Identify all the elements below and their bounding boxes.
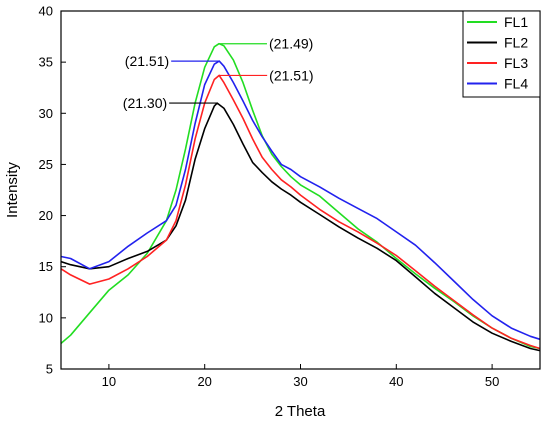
annotation-layer: (21.49) (21.51) (21.51) (21.30)	[123, 36, 314, 111]
legend-label: FL1	[504, 14, 528, 30]
series-line-fl2	[60, 102, 541, 352]
annotation-label: (21.30)	[123, 95, 167, 111]
series-layer	[60, 42, 541, 352]
legend-label: FL2	[504, 35, 528, 51]
x-tick-label: 10	[102, 374, 116, 389]
y-axis: 5 10 15 20 25 30 35 40	[39, 4, 66, 377]
annotation-label: (21.49)	[269, 36, 313, 52]
y-tick-label: 35	[39, 55, 53, 70]
x-tick-label: 40	[389, 374, 403, 389]
annotation-label: (21.51)	[125, 53, 169, 69]
legend-label: FL4	[504, 76, 528, 92]
y-tick-label: 25	[39, 157, 53, 172]
x-axis-title: 2 Theta	[275, 403, 326, 420]
y-tick-label: 15	[39, 259, 53, 274]
x-tick-label: 50	[485, 374, 499, 389]
legend-label: FL3	[504, 55, 528, 71]
y-axis-title: Intensity	[4, 162, 21, 218]
y-tick-label: 40	[39, 4, 53, 19]
y-tick-label: 5	[46, 362, 53, 377]
legend: FL1 FL2 FL3 FL4	[462, 10, 541, 98]
x-tick-label: 30	[293, 374, 307, 389]
series-line-fl4	[60, 60, 541, 341]
series-line-fl3	[60, 74, 541, 350]
x-axis: 10 20 30 40 50	[102, 364, 499, 389]
y-tick-label: 20	[39, 208, 53, 223]
annotation-label: (21.51)	[269, 67, 313, 83]
x-tick-label: 20	[197, 374, 211, 389]
y-tick-label: 10	[39, 310, 53, 325]
y-tick-label: 30	[39, 106, 53, 121]
